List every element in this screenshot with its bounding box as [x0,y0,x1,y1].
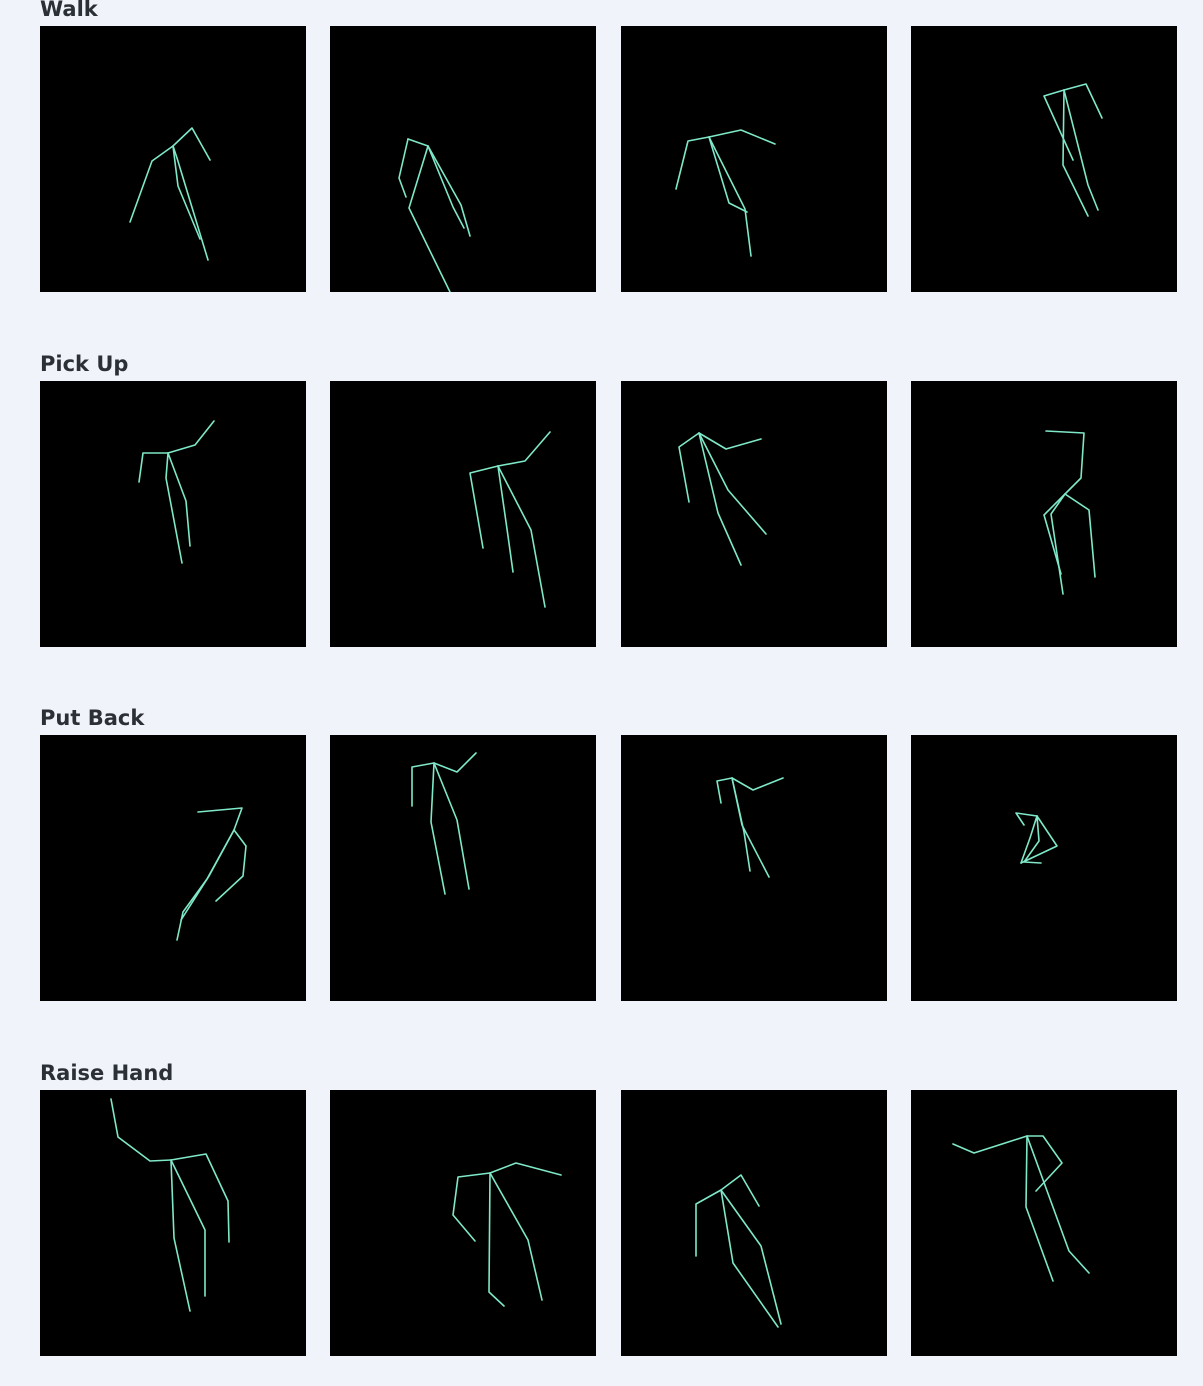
skeleton-limb [167,452,191,547]
skeleton-limb [698,432,762,450]
section-title-raise-hand: Raise Hand [40,1061,174,1085]
skeleton-limb [497,465,514,573]
raise-hand-sample-4[interactable] [911,1090,1177,1356]
skeleton-limb [1045,430,1085,495]
skeleton-limb [708,136,748,213]
put-back-skeleton-3 [716,777,784,878]
skeleton-limb [952,1135,1028,1154]
section-title-pick-up: Pick Up [40,352,129,376]
skeleton-limb [433,762,470,890]
pick-up-sample-1[interactable] [40,381,306,647]
skeleton-limb [408,145,451,292]
skeleton-limb [1064,493,1096,578]
skeleton-limb [1023,815,1042,864]
skeleton-limb [1026,1135,1090,1274]
walk-sample-1[interactable] [40,26,306,292]
skeleton-limb [720,1189,779,1328]
raise-hand-skeleton-4 [952,1135,1090,1282]
walk-sample-4[interactable] [911,26,1177,292]
skeleton-limb [197,807,243,831]
skeleton-limb [430,762,446,895]
skeleton-limb [452,1172,491,1242]
pick-up-skeleton-3 [678,432,767,566]
skeleton-limb [138,452,169,483]
skeleton-limb [176,829,235,941]
skeleton-limb [398,138,409,198]
skeleton-limb [497,431,551,467]
put-back-sample-2[interactable] [330,735,596,1001]
skeleton-limb [407,138,471,237]
skeleton-limb [165,452,183,564]
skeleton-limb [172,145,201,240]
skeleton-limb [411,762,435,807]
skeleton-limb [110,1098,172,1162]
put-back-skeleton-4 [1015,812,1058,864]
skeleton-limb [170,1159,191,1312]
raise-hand-skeleton-1 [110,1098,230,1312]
skeleton-limb [433,752,477,773]
put-back-skeleton-1 [176,807,247,941]
raise-hand-sample-2[interactable] [330,1090,596,1356]
skeleton-limb [1063,89,1099,211]
put-back-sample-3[interactable] [621,735,887,1001]
put-back-sample-1[interactable] [40,735,306,1001]
skeleton-limb [1015,812,1038,826]
skeleton-limb [1062,89,1089,217]
skeleton-limb [1043,493,1066,575]
skeleton-limb [708,136,752,257]
raise-hand-skeleton-2 [452,1162,562,1307]
skeleton-limb [488,1172,505,1307]
skeleton-limb [720,1189,782,1325]
skeleton-limb [172,145,209,261]
raise-hand-sample-1[interactable] [40,1090,306,1356]
walk-sample-3[interactable] [621,26,887,292]
skeleton-limb [708,129,776,145]
skeleton-limb [1063,83,1103,119]
skeleton-limb [469,465,499,549]
skeleton-limb [1020,815,1038,864]
skeleton-limb [1020,815,1058,864]
skeleton-limb [698,432,767,535]
skeleton-limb [720,1174,760,1207]
pick-up-skeleton-4 [1043,430,1096,595]
skeleton-limb [716,777,733,804]
walk-sample-2[interactable] [330,26,596,292]
pick-up-skeleton-1 [138,420,215,564]
pick-up-sample-2[interactable] [330,381,596,647]
skeleton-limb [731,777,784,791]
walk-skeleton-2 [398,138,471,292]
skeleton-limb [172,127,211,161]
section-title-put-back: Put Back [40,706,145,730]
skeleton-limb [678,432,700,503]
skeleton-limb [1026,1135,1063,1192]
skeleton-limb [489,1162,562,1176]
skeleton-limb [215,829,247,902]
pick-up-sample-3[interactable] [621,381,887,647]
put-back-sample-4[interactable] [911,735,1177,1001]
skeleton-limb [675,136,710,190]
skeleton-limb [129,145,174,223]
skeleton-limb [731,777,770,878]
skeleton-limb [167,420,215,454]
skeleton-limb [427,145,465,229]
skeleton-limb [1043,89,1074,161]
raise-hand-sample-3[interactable] [621,1090,887,1356]
walk-skeleton-3 [675,129,776,257]
skeleton-limb [1025,1135,1054,1282]
put-back-skeleton-2 [411,752,477,895]
pick-up-skeleton-2 [469,431,551,608]
pick-up-sample-4[interactable] [911,381,1177,647]
walk-skeleton-4 [1043,83,1103,217]
skeleton-limb [698,432,742,566]
walk-skeleton-1 [129,127,211,261]
section-title-walk: Walk [40,0,98,21]
skeleton-limb [170,1159,206,1297]
skeleton-limb [489,1172,543,1301]
skeleton-limb [695,1189,722,1257]
skeleton-limb [170,1153,230,1243]
raise-hand-skeleton-3 [695,1174,782,1328]
skeleton-limb [497,465,546,608]
